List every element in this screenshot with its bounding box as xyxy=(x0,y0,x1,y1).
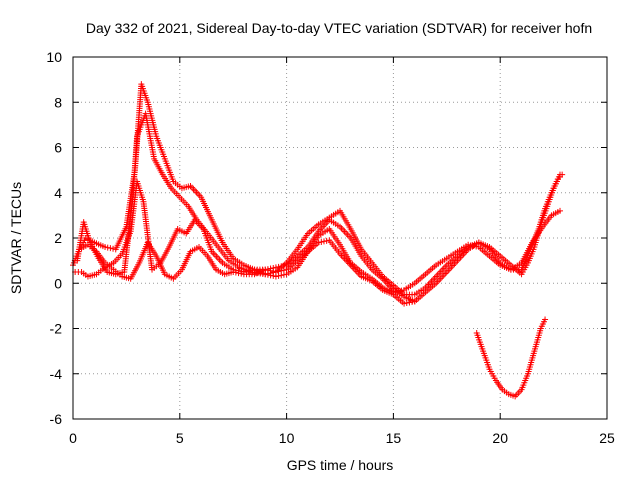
data-point xyxy=(280,267,287,274)
series-track-c xyxy=(72,178,564,296)
y-tick-label: -6 xyxy=(50,411,63,427)
data-point xyxy=(323,237,330,244)
data-point xyxy=(557,207,564,214)
data-point xyxy=(401,300,408,307)
data-point xyxy=(406,299,413,306)
data-point xyxy=(398,287,405,294)
data-point xyxy=(230,268,237,275)
x-tick-label: 20 xyxy=(492,430,508,446)
plot-frame xyxy=(72,56,608,420)
data-point xyxy=(238,270,245,277)
x-tick-label: 25 xyxy=(599,430,615,446)
data-point xyxy=(409,298,416,305)
data-point xyxy=(473,243,480,250)
data-point xyxy=(318,238,325,245)
y-tick-label: 0 xyxy=(54,275,62,291)
y-tick-label: 10 xyxy=(46,49,62,65)
y-tick-label: 8 xyxy=(54,94,62,110)
data-point xyxy=(262,266,269,273)
data-point xyxy=(107,245,114,252)
series-track-d xyxy=(76,237,418,307)
y-tick-label: 2 xyxy=(54,230,62,246)
x-tick-label: 15 xyxy=(386,430,402,446)
data-point xyxy=(275,268,282,275)
x-tick-label: 0 xyxy=(69,430,77,446)
series-track-b xyxy=(74,110,566,298)
data-point xyxy=(235,270,242,277)
data-point xyxy=(110,245,117,252)
series-track-e xyxy=(473,316,549,400)
data-point xyxy=(232,269,239,276)
axis-ticks: 0 5 10 15 20 25 -6 -4 -2 0 2 4 6 8 10 xyxy=(46,49,615,446)
data-point xyxy=(267,267,274,274)
data-point xyxy=(393,288,400,295)
y-axis-label: SDTVAR / TECUs xyxy=(8,182,24,294)
data-point xyxy=(470,242,477,249)
data-point xyxy=(395,288,402,295)
chart-title: Day 332 of 2021, Sidereal Day-to-day VTE… xyxy=(86,20,592,36)
data-point xyxy=(467,242,474,249)
data-point xyxy=(264,267,271,274)
data-point xyxy=(102,244,109,251)
y-tick-label: -2 xyxy=(50,321,63,337)
data-point xyxy=(270,268,277,275)
x-tick-label: 5 xyxy=(176,430,184,446)
y-tick-label: 4 xyxy=(54,185,62,201)
data-point xyxy=(320,238,327,245)
grid-lines xyxy=(73,57,607,419)
x-axis-label: GPS time / hours xyxy=(287,457,394,473)
data-point xyxy=(411,298,418,305)
data-point xyxy=(315,239,322,246)
data-point xyxy=(542,316,549,323)
x-tick-label: 10 xyxy=(279,430,295,446)
data-point xyxy=(559,171,566,178)
data-points xyxy=(70,81,566,400)
data-point xyxy=(104,244,111,251)
data-point xyxy=(465,241,472,248)
data-point xyxy=(278,267,285,274)
data-point xyxy=(403,300,410,307)
data-point xyxy=(272,268,279,275)
y-tick-label: -4 xyxy=(50,366,63,382)
y-tick-label: 6 xyxy=(54,140,62,156)
